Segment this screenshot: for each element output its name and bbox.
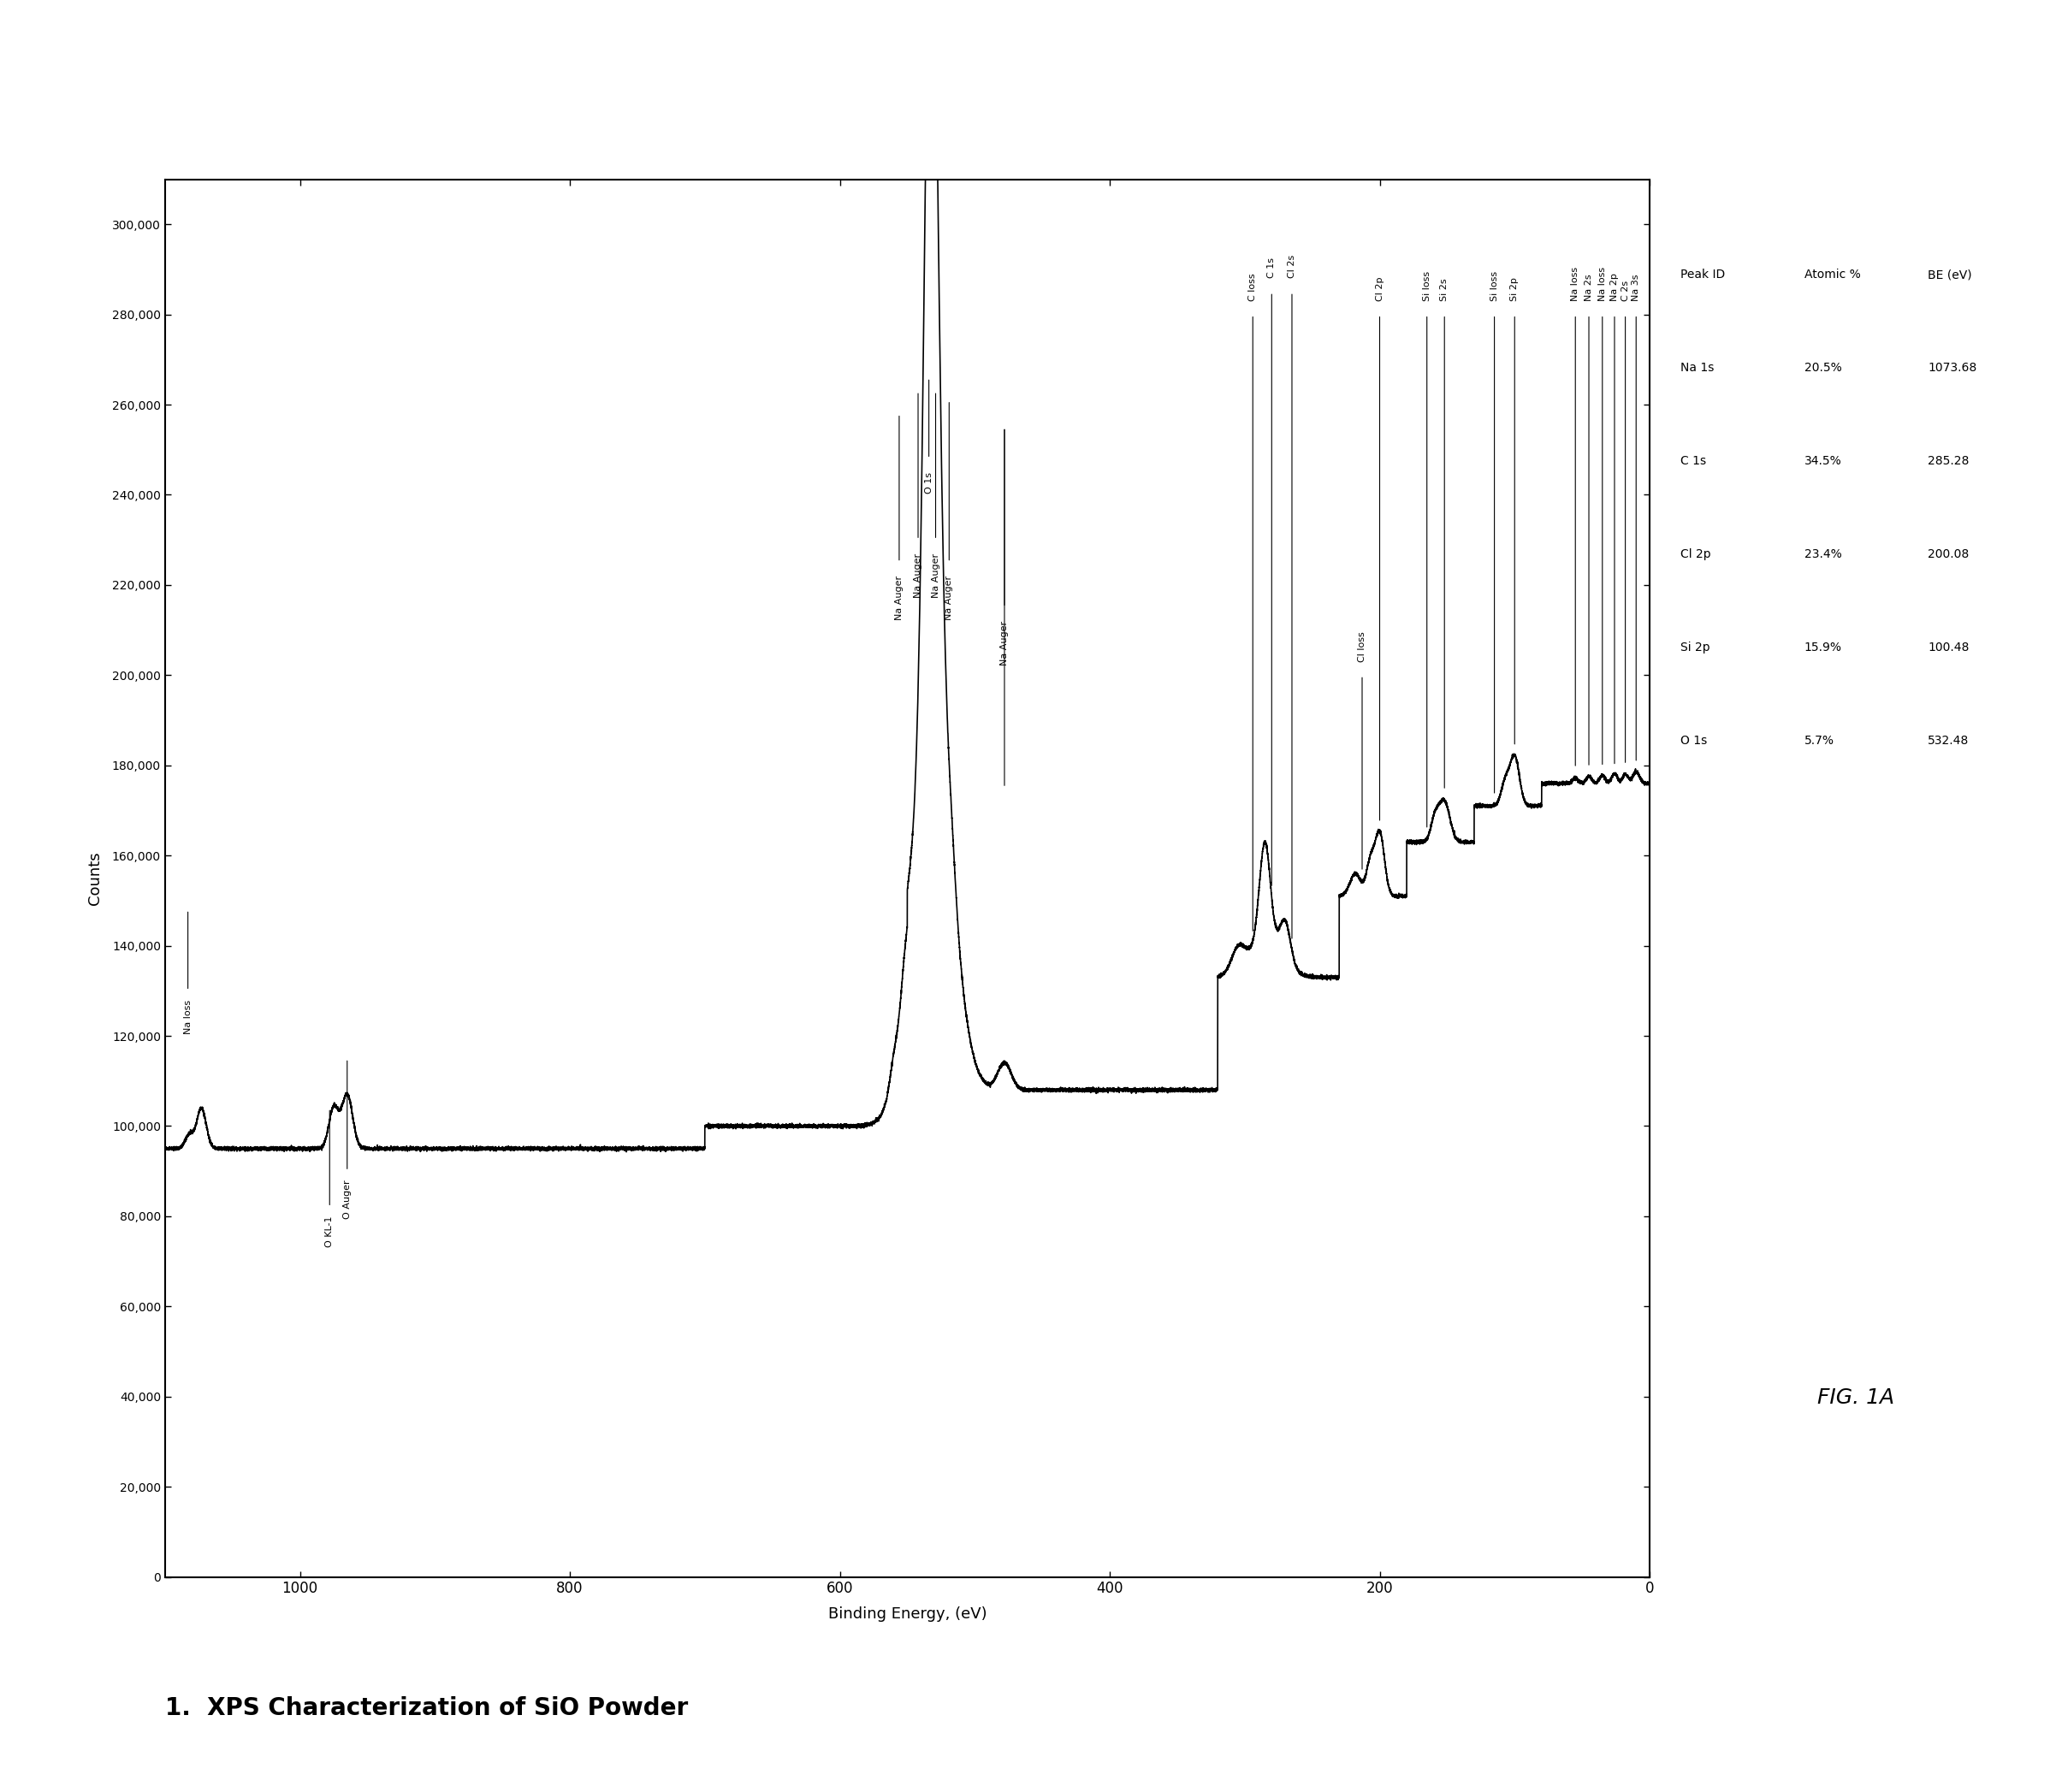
Text: C 1s: C 1s [1268, 258, 1276, 278]
Text: Atomic %: Atomic % [1804, 269, 1860, 281]
Text: Na Auger: Na Auger [1000, 622, 1008, 665]
Text: BE (eV): BE (eV) [1928, 269, 1971, 281]
Text: Cl 2p: Cl 2p [1681, 548, 1711, 561]
Text: Na Auger: Na Auger [913, 554, 922, 599]
X-axis label: Binding Energy, (eV): Binding Energy, (eV) [827, 1606, 988, 1622]
Text: 20.5%: 20.5% [1804, 362, 1841, 375]
Text: 15.9%: 15.9% [1804, 642, 1841, 654]
Text: O 1s: O 1s [1681, 735, 1707, 747]
Text: 23.4%: 23.4% [1804, 548, 1841, 561]
Text: Cl 2s: Cl 2s [1287, 254, 1297, 278]
Text: 285.28: 285.28 [1928, 455, 1969, 468]
Y-axis label: Counts: Counts [87, 851, 103, 905]
Text: Na loss: Na loss [1598, 267, 1606, 301]
Text: Cl loss: Cl loss [1359, 631, 1367, 661]
Text: Si loss: Si loss [1491, 271, 1499, 301]
Text: Peak ID: Peak ID [1681, 269, 1726, 281]
Text: Na loss: Na loss [1571, 267, 1579, 301]
Text: 1.  XPS Characterization of SiO Powder: 1. XPS Characterization of SiO Powder [165, 1697, 689, 1720]
Text: O 1s: O 1s [924, 473, 934, 493]
Text: 1073.68: 1073.68 [1928, 362, 1977, 375]
Text: Cl 2p: Cl 2p [1375, 276, 1384, 301]
Text: Na Auger: Na Auger [895, 575, 903, 620]
Text: 34.5%: 34.5% [1804, 455, 1841, 468]
Text: Na loss: Na loss [184, 1000, 192, 1034]
Text: Na 1s: Na 1s [1681, 362, 1714, 375]
Text: 532.48: 532.48 [1928, 735, 1969, 747]
Text: Na 2p: Na 2p [1610, 272, 1619, 301]
Text: O Auger: O Auger [342, 1181, 351, 1219]
Text: C loss: C loss [1248, 272, 1258, 301]
Text: Si 2p: Si 2p [1509, 278, 1520, 301]
Text: Si loss: Si loss [1423, 271, 1431, 301]
Text: Na Auger: Na Auger [944, 575, 953, 620]
Text: 100.48: 100.48 [1928, 642, 1969, 654]
Text: FIG. 1A: FIG. 1A [1817, 1387, 1895, 1409]
Text: C 1s: C 1s [1681, 455, 1705, 468]
Text: 5.7%: 5.7% [1804, 735, 1835, 747]
Text: Na 3s: Na 3s [1631, 274, 1641, 301]
Text: Na Auger: Na Auger [932, 554, 940, 599]
Text: Na 2s: Na 2s [1584, 274, 1594, 301]
Text: 200.08: 200.08 [1928, 548, 1969, 561]
Text: Si 2s: Si 2s [1439, 278, 1450, 301]
Text: Si 2p: Si 2p [1681, 642, 1709, 654]
Text: O KL-1: O KL-1 [326, 1217, 334, 1247]
Text: C 2s: C 2s [1621, 280, 1629, 301]
